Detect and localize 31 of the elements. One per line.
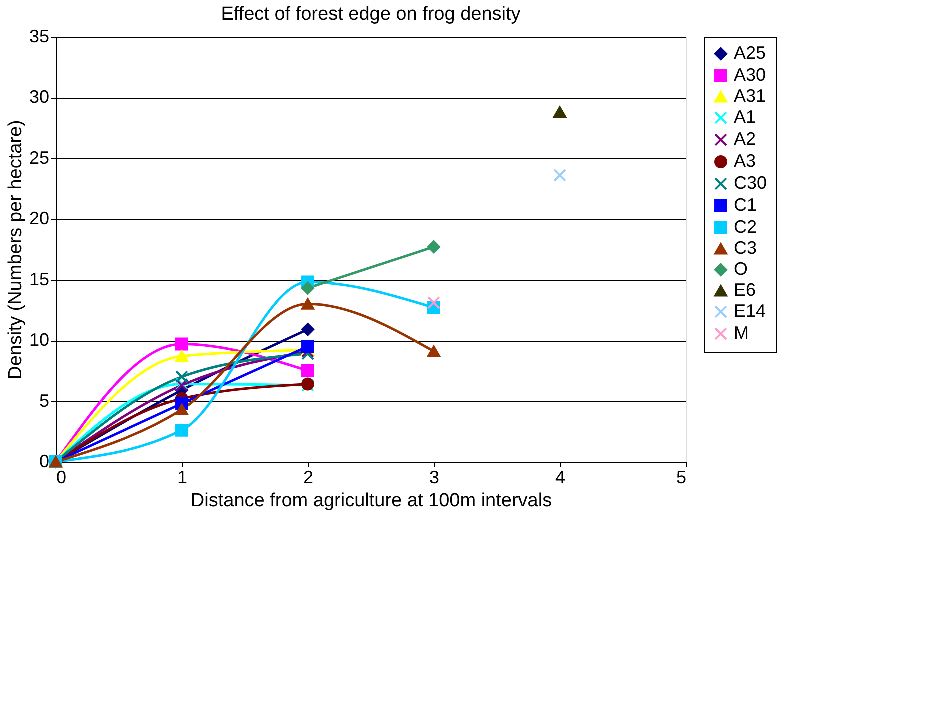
legend-label: A3 xyxy=(734,151,756,171)
y-tick-label: 10 xyxy=(29,330,50,350)
legend-label: C1 xyxy=(734,195,758,215)
y-tick-label: 25 xyxy=(29,148,50,168)
y-tick-label: 30 xyxy=(29,87,50,108)
y-tick-label: 0 xyxy=(39,452,50,472)
legend-label: E6 xyxy=(734,280,756,300)
legend-label: A1 xyxy=(734,107,756,127)
legend-label: C30 xyxy=(734,173,768,193)
legend-label: A25 xyxy=(734,43,766,63)
x-tick-label: 5 xyxy=(676,468,686,488)
x-tick-label: 4 xyxy=(555,468,566,488)
x-tick-label: 1 xyxy=(177,468,188,488)
legend-label: M xyxy=(734,323,749,343)
y-tick-label: 20 xyxy=(29,208,50,229)
y-tick-label: 35 xyxy=(29,26,50,46)
y-axis-title: Density (Numbers per hectare) xyxy=(5,120,26,380)
y-tick-label: 15 xyxy=(29,269,50,290)
chart-title: Effect of forest edge on frog density xyxy=(221,4,522,25)
legend-label: A30 xyxy=(734,65,766,85)
x-tick-label: 2 xyxy=(303,468,314,488)
legend-label: C3 xyxy=(734,238,758,258)
legend-label: E14 xyxy=(734,301,766,321)
legend-label: C2 xyxy=(734,217,758,237)
legend-label: O xyxy=(734,259,748,279)
legend-label: A31 xyxy=(734,86,766,106)
y-tick-label: 5 xyxy=(39,390,50,411)
x-tick-label: 0 xyxy=(56,468,67,488)
x-tick-label: 3 xyxy=(429,468,440,488)
legend-label: A2 xyxy=(734,129,756,149)
x-axis-title: Distance from agriculture at 100m intervals xyxy=(190,490,552,512)
